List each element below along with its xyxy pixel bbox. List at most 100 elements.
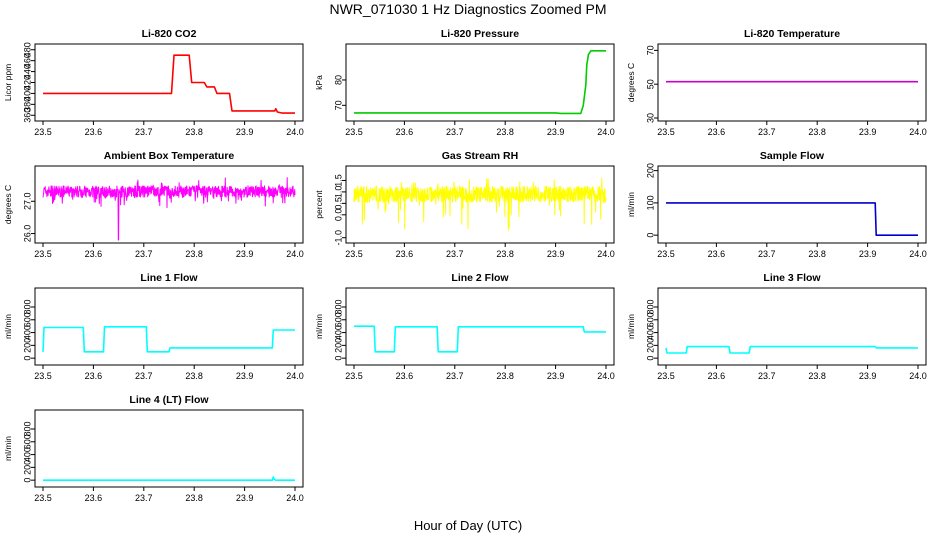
- x-tick-label: 23.8: [185, 371, 203, 381]
- x-tick-label: 23.7: [446, 371, 464, 381]
- panel-pressure: Li-820 Pressure 23.5 23.6 23.7 23.8 23.9 24.0 7…: [314, 28, 615, 137]
- panel-title: Li-820 CO2: [142, 28, 197, 40]
- plot-frame: [345, 165, 615, 244]
- panel-box_temp: Ambient Box Temperature 23.5 23.6 23.7 23.8 2…: [3, 150, 304, 259]
- panel-gas_rh: Gas Stream RH 23.5 23.6 23.7 23.8 23.9 24.0 -1.…: [314, 150, 615, 259]
- x-tick-label: 24.0: [597, 249, 615, 259]
- x-tick-label: 23.9: [547, 371, 565, 381]
- x-tick-label: 23.6: [396, 249, 414, 259]
- x-tick-label: 23.9: [547, 249, 565, 259]
- panel-title: Sample Flow: [760, 150, 825, 162]
- series-line: [353, 177, 607, 231]
- y-tick-label: 70: [645, 45, 655, 55]
- x-tick-label: 23.6: [708, 127, 726, 137]
- y-axis-label: ml/min: [3, 314, 13, 339]
- y-tick-label: 0: [645, 356, 655, 361]
- x-tick-label: 23.6: [85, 127, 103, 137]
- panel-line3: Line 3 Flow 23.5 23.6 23.7 23.8 23.9 24.0 0 2004…: [626, 272, 927, 381]
- x-tick-label: 23.9: [236, 493, 254, 503]
- x-tick-label: 23.5: [657, 371, 675, 381]
- panel-title: Ambient Box Temperature: [104, 150, 235, 162]
- y-tick-label: 0: [333, 356, 343, 361]
- y-tick-label: 400: [22, 325, 32, 340]
- x-tick-label: 23.9: [859, 249, 877, 259]
- y-axis-label: Licor ppm: [3, 64, 13, 101]
- y-tick-label: 400: [333, 325, 343, 340]
- x-tick-label: 23.7: [758, 127, 776, 137]
- y-tick-label: 600: [333, 312, 343, 327]
- x-tick-label: 23.6: [708, 371, 726, 381]
- x-tick-label: 23.7: [758, 371, 776, 381]
- x-tick-label: 23.9: [236, 249, 254, 259]
- x-tick-label: 23.7: [135, 371, 153, 381]
- x-axis-caption: Hour of Day (UTC): [413, 518, 523, 533]
- x-tick-label: 23.5: [34, 371, 52, 381]
- x-tick-label: 23.8: [496, 249, 514, 259]
- series-line: [43, 476, 295, 481]
- y-tick-label: 600: [22, 312, 32, 327]
- x-tick-label: 23.6: [396, 371, 414, 381]
- x-tick-label: 23.5: [345, 127, 363, 137]
- plot-frame: [34, 165, 304, 244]
- series-line: [354, 325, 606, 353]
- y-axis-label: degrees C: [626, 63, 636, 102]
- panel-title: Line 3 Flow: [763, 272, 821, 284]
- x-tick-label: 23.9: [547, 127, 565, 137]
- x-tick-label: 24.0: [286, 493, 304, 503]
- y-axis-label: ml/min: [626, 192, 636, 217]
- x-tick-label: 24.0: [286, 371, 304, 381]
- x-tick-label: 23.7: [758, 249, 776, 259]
- series-line: [665, 345, 918, 354]
- y-tick-label: 800: [333, 299, 343, 314]
- x-tick-label: 23.7: [135, 249, 153, 259]
- x-tick-label: 24.0: [597, 127, 615, 137]
- series-line: [42, 177, 296, 241]
- plot-frame: [345, 43, 615, 122]
- y-tick-label: 80: [333, 75, 343, 85]
- y-tick-label: 480: [22, 42, 32, 57]
- y-tick-label: 50: [645, 79, 655, 89]
- y-tick-label: 0.0: [333, 209, 343, 222]
- x-tick-label: 24.0: [597, 371, 615, 381]
- y-tick-label: -1.0: [333, 230, 343, 246]
- y-tick-label: 1.5: [333, 174, 343, 187]
- y-tick-label: 400: [22, 86, 32, 101]
- plot-frame: [657, 287, 927, 366]
- y-tick-label: 400: [22, 447, 32, 462]
- y-axis-label: ml/min: [314, 314, 324, 339]
- plot-frame: [345, 287, 615, 366]
- y-axis-label: degrees C: [3, 185, 13, 224]
- panel-title: Line 4 (LT) Flow: [129, 394, 209, 406]
- panel-title: Line 2 Flow: [451, 272, 509, 284]
- x-tick-label: 23.8: [496, 371, 514, 381]
- x-tick-label: 24.0: [909, 371, 927, 381]
- x-tick-label: 23.5: [345, 371, 363, 381]
- y-tick-label: 200: [333, 338, 343, 353]
- y-tick-label: 26.0: [22, 225, 32, 243]
- y-tick-label: 800: [22, 421, 32, 436]
- x-tick-label: 24.0: [909, 249, 927, 259]
- series-line: [666, 202, 918, 236]
- series-line: [354, 50, 606, 115]
- y-tick-label: 70: [333, 100, 343, 110]
- x-tick-label: 24.0: [286, 249, 304, 259]
- y-tick-label: 380: [22, 97, 32, 112]
- y-tick-label: 1.0: [333, 186, 343, 199]
- x-tick-label: 23.8: [185, 493, 203, 503]
- plot-frame: [34, 43, 304, 122]
- x-tick-label: 24.0: [286, 127, 304, 137]
- x-tick-label: 23.5: [34, 127, 52, 137]
- panel-co2: Li-820 CO2 23.5 23.6 23.7 23.8 23.9 24.0 360380…: [3, 28, 304, 137]
- x-tick-label: 23.6: [85, 249, 103, 259]
- plot-frame: [657, 43, 927, 122]
- x-tick-label: 23.7: [446, 127, 464, 137]
- y-axis-label: kPa: [314, 75, 324, 90]
- y-tick-label: 460: [22, 53, 32, 68]
- y-axis-label: ml/min: [3, 436, 13, 461]
- y-tick-label: 0.5: [333, 197, 343, 210]
- x-tick-label: 23.6: [85, 371, 103, 381]
- y-axis-label: ml/min: [626, 314, 636, 339]
- plot-frame: [657, 165, 927, 244]
- plot-frame: [34, 409, 304, 488]
- x-tick-label: 23.8: [496, 127, 514, 137]
